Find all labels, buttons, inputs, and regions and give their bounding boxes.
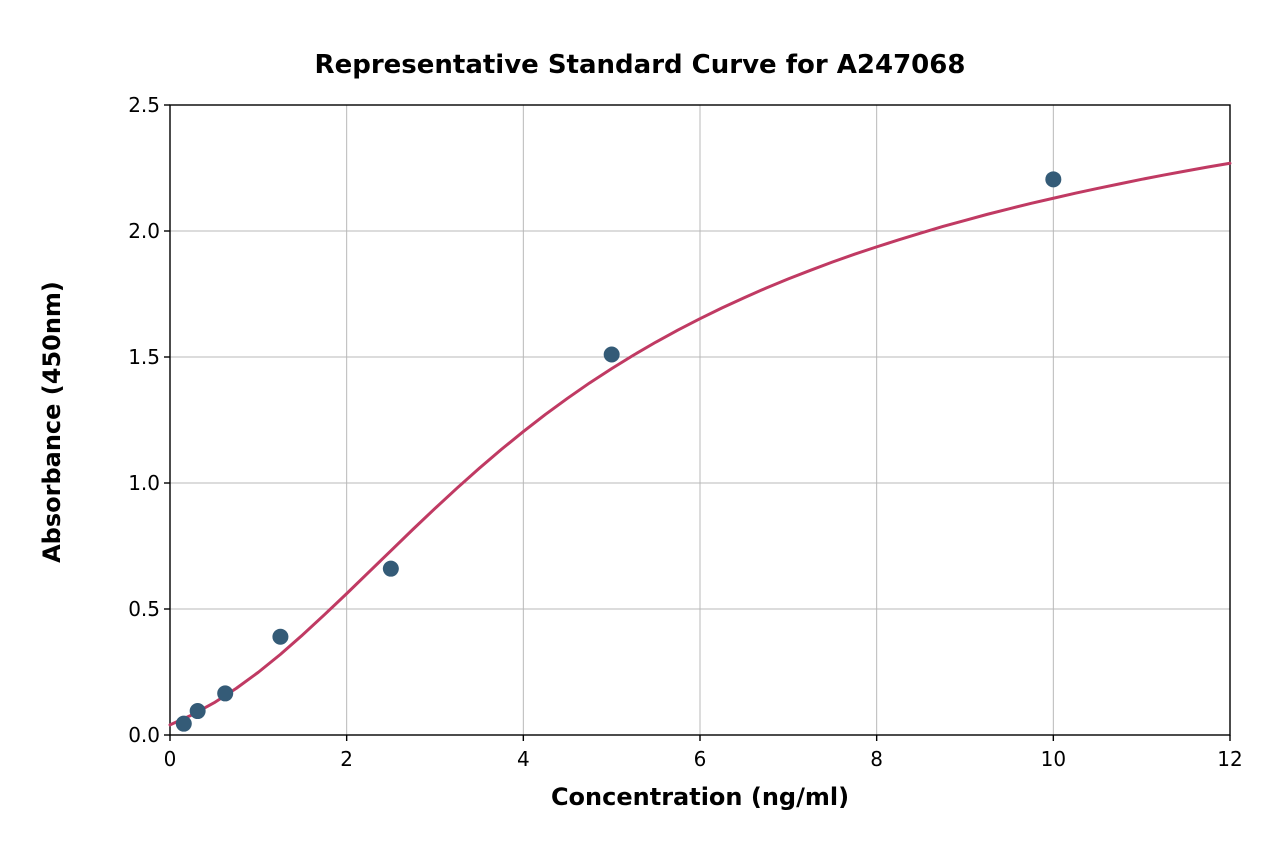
plot-svg <box>170 105 1230 735</box>
data-point <box>383 561 399 577</box>
y-tick-label: 1.5 <box>100 345 160 369</box>
x-tick-label: 4 <box>517 747 530 771</box>
chart-figure: Representative Standard Curve for A24706… <box>0 0 1280 845</box>
data-point <box>604 346 620 362</box>
x-tick-label: 10 <box>1041 747 1066 771</box>
data-point <box>1045 171 1061 187</box>
x-tick-label: 12 <box>1217 747 1242 771</box>
y-axis-label: Absorbance (450nm) <box>38 107 66 737</box>
y-tick-label: 0.0 <box>100 723 160 747</box>
data-point <box>217 685 233 701</box>
y-tick-label: 2.0 <box>100 219 160 243</box>
x-tick-label: 6 <box>694 747 707 771</box>
x-tick-label: 2 <box>340 747 353 771</box>
x-tick-label: 8 <box>870 747 883 771</box>
data-point <box>190 703 206 719</box>
x-tick-label: 0 <box>164 747 177 771</box>
y-tick-label: 2.5 <box>100 93 160 117</box>
plot-area <box>170 105 1230 735</box>
data-point <box>176 716 192 732</box>
y-tick-label: 0.5 <box>100 597 160 621</box>
y-tick-label: 1.0 <box>100 471 160 495</box>
x-axis-label: Concentration (ng/ml) <box>170 783 1230 811</box>
data-point <box>272 629 288 645</box>
chart-title: Representative Standard Curve for A24706… <box>0 50 1280 80</box>
